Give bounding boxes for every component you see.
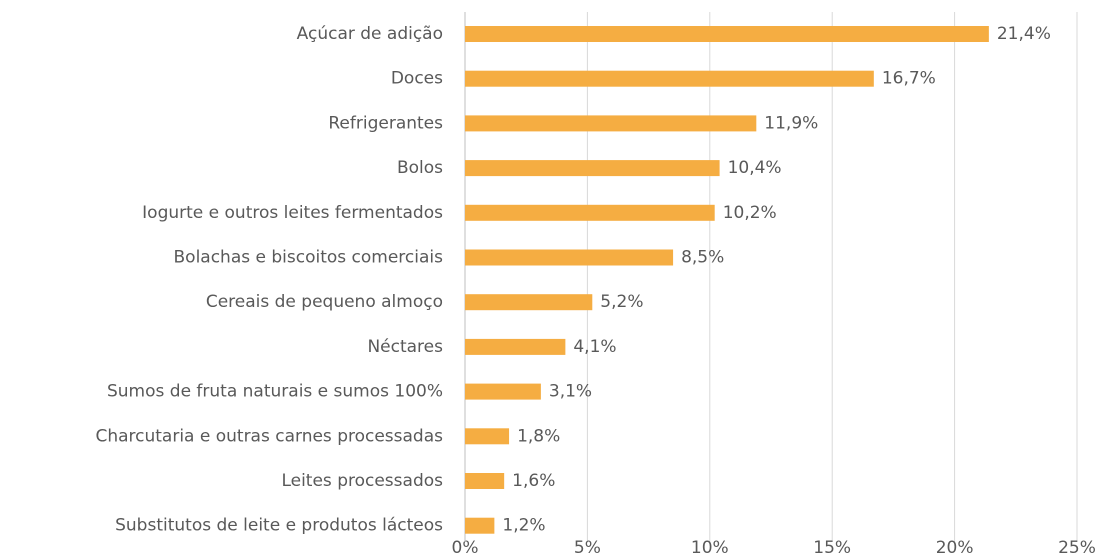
bar xyxy=(465,338,566,355)
bar xyxy=(465,517,495,534)
value-label: 16,7% xyxy=(882,69,936,89)
y-tick-label: Bolos xyxy=(397,158,443,178)
value-label: 1,8% xyxy=(517,426,560,446)
value-label: 1,2% xyxy=(502,516,545,536)
value-label: 10,2% xyxy=(723,203,777,223)
y-tick-label: Substitutos de leite e produtos lácteos xyxy=(115,516,443,536)
bar xyxy=(465,70,874,87)
value-label: 8,5% xyxy=(681,248,724,268)
y-tick-label: Doces xyxy=(391,69,443,89)
y-tick-label: Sumos de fruta naturais e sumos 100% xyxy=(107,382,443,402)
x-tick-label: 20% xyxy=(936,538,974,558)
bar xyxy=(465,26,989,42)
bar xyxy=(465,249,674,266)
y-tick-label: Iogurte e outros leites fermentados xyxy=(142,203,443,223)
y-tick-label: Leites processados xyxy=(281,471,443,491)
x-tick-label: 10% xyxy=(691,538,729,558)
bar xyxy=(465,428,510,445)
y-tick-label: Refrigerantes xyxy=(328,113,443,133)
value-label: 3,1% xyxy=(549,382,592,402)
x-tick-label: 15% xyxy=(813,538,851,558)
y-tick-label: Charcutaria e outras carnes processadas xyxy=(95,426,443,446)
bar xyxy=(465,383,541,400)
y-tick-label: Bolachas e biscoitos comerciais xyxy=(174,248,444,268)
x-tick-label: 5% xyxy=(574,538,601,558)
x-tick-label: 0% xyxy=(452,538,479,558)
x-tick-label: 25% xyxy=(1058,538,1096,558)
value-label: 4,1% xyxy=(573,337,616,357)
value-label: 21,4% xyxy=(997,24,1051,44)
value-label: 5,2% xyxy=(600,292,643,312)
y-tick-label: Néctares xyxy=(367,337,443,357)
bar xyxy=(465,473,505,489)
value-label: 10,4% xyxy=(728,158,782,178)
bar xyxy=(465,115,757,132)
bar xyxy=(465,160,720,177)
value-label: 11,9% xyxy=(764,113,818,133)
y-tick-label: Açúcar de adição xyxy=(297,24,443,44)
value-label: 1,6% xyxy=(512,471,555,491)
y-tick-label: Cereais de pequeno almoço xyxy=(206,292,443,312)
bar xyxy=(465,204,715,221)
bar xyxy=(465,294,593,311)
